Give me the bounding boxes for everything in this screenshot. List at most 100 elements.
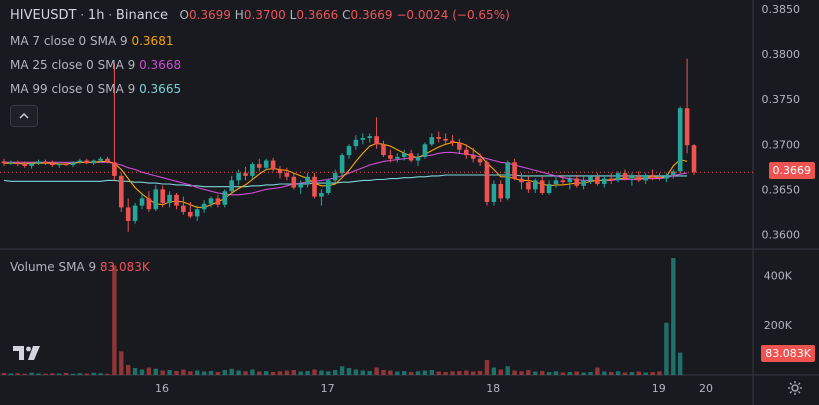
time-axis-label: 17	[321, 382, 335, 395]
volume-bar	[257, 371, 262, 375]
volume-bar	[298, 371, 303, 375]
volume-bar	[112, 265, 117, 375]
close-label: C	[342, 8, 351, 22]
ma99-label: MA 99 close 0 SMA 9	[10, 82, 136, 96]
volume-bar	[408, 372, 414, 375]
volume-bar	[319, 370, 324, 375]
candle-body	[201, 203, 207, 210]
candle-body	[167, 194, 172, 203]
candle-body	[415, 156, 421, 161]
candle-body	[374, 136, 379, 145]
separator-1: ·	[80, 8, 85, 22]
candle-body	[588, 176, 593, 181]
volume-bar	[560, 372, 566, 375]
volume-bar	[374, 367, 379, 375]
candle-body	[22, 164, 27, 166]
candle-body	[388, 155, 393, 159]
volume-bar	[291, 370, 296, 375]
ma99-legend[interactable]: MA 99 close 0 SMA 9 0.3665	[10, 82, 181, 96]
candle-body	[63, 164, 69, 166]
candle-body	[353, 139, 359, 147]
volume-bar	[402, 371, 407, 375]
symbol-name[interactable]: HIVEUSDT	[10, 8, 77, 23]
volume-bar	[381, 370, 386, 375]
candle-body	[657, 176, 662, 179]
price-axis-label: 0.3650	[762, 183, 801, 196]
time-axis-label: 19	[652, 382, 666, 395]
candle-body	[153, 189, 159, 210]
volume-bar	[181, 369, 186, 375]
volume-bar	[153, 368, 158, 375]
volume-bar	[91, 372, 96, 375]
candle-body	[8, 162, 14, 164]
volume-bar	[195, 370, 200, 375]
ma25-label: MA 25 close 0 SMA 9	[10, 58, 136, 72]
candle-body	[457, 142, 462, 150]
candle-body	[56, 164, 62, 166]
candle-body	[526, 182, 531, 190]
volume-bar	[629, 372, 635, 375]
volume-bar	[284, 370, 290, 375]
candle-body	[498, 183, 504, 199]
volume-bar	[84, 373, 89, 375]
volume-bar	[29, 372, 34, 375]
volume-bar	[567, 372, 572, 375]
candle-body	[215, 198, 221, 205]
volume-bar	[250, 369, 255, 375]
volume-bar	[36, 373, 41, 375]
candle-body	[484, 162, 490, 203]
volume-bar	[167, 370, 172, 375]
candle-body	[84, 160, 90, 164]
volume-axis-label: 400K	[764, 269, 793, 282]
symbol-legend: HIVEUSDT · 1h · Binance O0.3699 H0.3700 …	[10, 8, 510, 23]
volume-label: Volume SMA 9	[10, 260, 97, 274]
candle-body	[194, 209, 200, 217]
candle-body	[208, 198, 214, 204]
volume-bar	[77, 373, 83, 375]
gear-icon[interactable]	[787, 380, 803, 396]
volume-bar	[678, 352, 683, 375]
chevron-up-icon	[19, 113, 29, 119]
collapse-legend-button[interactable]	[10, 105, 38, 127]
volume-bar	[636, 371, 641, 375]
price-axis-label: 0.3700	[762, 138, 801, 151]
candle-body	[512, 162, 517, 179]
candle-body	[422, 144, 428, 157]
candle-body	[581, 180, 586, 186]
volume-bar	[491, 367, 497, 375]
interval[interactable]: 1h	[87, 8, 105, 23]
volume-bar	[229, 368, 234, 375]
volume-bar	[57, 373, 62, 375]
candle-body	[332, 173, 338, 181]
volume-bar	[519, 371, 524, 375]
volume-bar	[574, 371, 579, 375]
volume-legend[interactable]: Volume SMA 9 83.083K	[10, 260, 150, 274]
time-axis-label: 16	[155, 382, 169, 395]
candle-body	[91, 160, 96, 164]
volume-bar	[333, 370, 338, 375]
candle-body	[305, 176, 310, 184]
volume-bar	[22, 373, 27, 375]
ma7-legend[interactable]: MA 7 close 0 SMA 9 0.3681	[10, 34, 173, 48]
low-value: 0.3666	[296, 8, 339, 22]
candle-body	[629, 176, 635, 179]
candle-body	[174, 194, 179, 206]
close-value: 0.3669	[350, 8, 393, 22]
volume-bar	[602, 371, 607, 375]
high-label: H	[234, 8, 244, 22]
ma7-label: MA 7 close 0 SMA 9	[10, 34, 128, 48]
candle-body	[229, 180, 234, 192]
candle-body	[608, 178, 614, 181]
candle-body	[381, 144, 386, 156]
candle-body	[684, 108, 690, 146]
ma7-line	[4, 141, 688, 208]
volume-bar	[609, 372, 614, 375]
candle-body	[132, 205, 138, 221]
tradingview-logo-icon[interactable]	[12, 344, 42, 362]
volume-bar	[339, 366, 345, 375]
candle-body	[119, 175, 124, 208]
ma25-legend[interactable]: MA 25 close 0 SMA 9 0.3668	[10, 58, 181, 72]
ma25-value: 0.3668	[139, 58, 182, 72]
candle-body	[519, 178, 524, 183]
